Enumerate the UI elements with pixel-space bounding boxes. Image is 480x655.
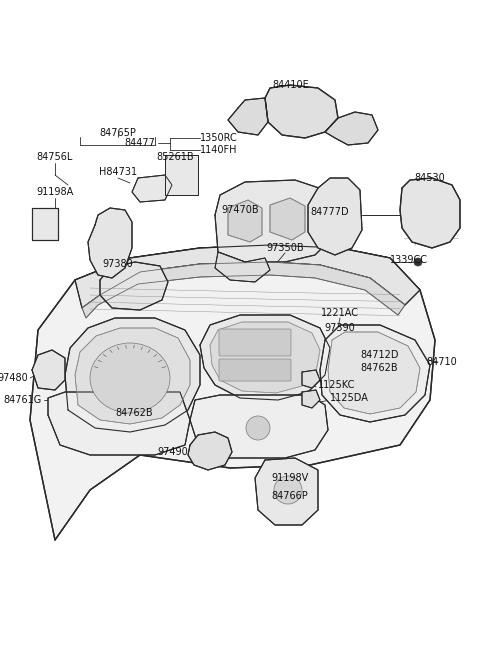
Text: 1125KC: 1125KC [318,380,355,390]
Text: 97490: 97490 [157,447,188,457]
Polygon shape [302,390,320,408]
Text: 84777D: 84777D [311,207,349,217]
Polygon shape [400,178,460,248]
Text: 84477: 84477 [124,138,155,148]
Text: 84762B: 84762B [360,363,397,373]
Polygon shape [32,350,65,390]
Text: 97470B: 97470B [221,205,259,215]
Text: 1350RC: 1350RC [200,133,238,143]
Text: 84710: 84710 [427,357,457,367]
Polygon shape [302,370,320,388]
Polygon shape [320,325,430,422]
Text: 84410E: 84410E [272,80,309,90]
Text: 84761G: 84761G [4,395,42,405]
Polygon shape [88,208,132,278]
Text: 1140FH: 1140FH [200,145,238,155]
Polygon shape [48,392,190,455]
Text: 97350B: 97350B [266,243,304,253]
Polygon shape [215,180,335,262]
Polygon shape [265,85,338,138]
Text: 1125DA: 1125DA [330,393,369,403]
Polygon shape [328,332,420,414]
Polygon shape [75,245,420,308]
FancyBboxPatch shape [219,359,291,381]
Polygon shape [228,98,268,135]
Text: 84762B: 84762B [115,408,153,418]
Polygon shape [30,245,435,540]
Text: 1221AC: 1221AC [321,308,359,318]
Polygon shape [308,178,362,255]
Text: 97390: 97390 [324,323,355,333]
Polygon shape [190,395,328,458]
Polygon shape [228,200,262,242]
Text: 91198A: 91198A [36,187,73,197]
Polygon shape [325,112,378,145]
Polygon shape [200,315,330,400]
Text: 84765P: 84765P [99,128,136,138]
Polygon shape [82,262,405,318]
Polygon shape [165,155,198,195]
Polygon shape [215,252,270,282]
FancyBboxPatch shape [219,329,291,356]
Polygon shape [132,175,172,202]
Text: 97480: 97480 [0,373,28,383]
Polygon shape [100,262,168,310]
Text: 84756L: 84756L [37,152,73,162]
Circle shape [274,476,302,504]
Polygon shape [210,322,320,393]
Polygon shape [255,458,318,525]
Polygon shape [188,432,232,470]
Text: 84766P: 84766P [272,491,308,501]
Text: 97380: 97380 [103,259,133,269]
Text: 84712D: 84712D [360,350,398,360]
Ellipse shape [90,343,170,413]
Polygon shape [75,328,190,424]
Polygon shape [270,198,305,240]
Circle shape [246,416,270,440]
Text: 91198V: 91198V [271,473,309,483]
Text: 1339CC: 1339CC [390,255,428,265]
Circle shape [414,258,422,266]
Text: 85261B: 85261B [156,152,194,162]
Text: 84530: 84530 [415,173,445,183]
Polygon shape [65,318,200,432]
Text: H84731: H84731 [99,167,137,177]
Polygon shape [32,208,58,240]
